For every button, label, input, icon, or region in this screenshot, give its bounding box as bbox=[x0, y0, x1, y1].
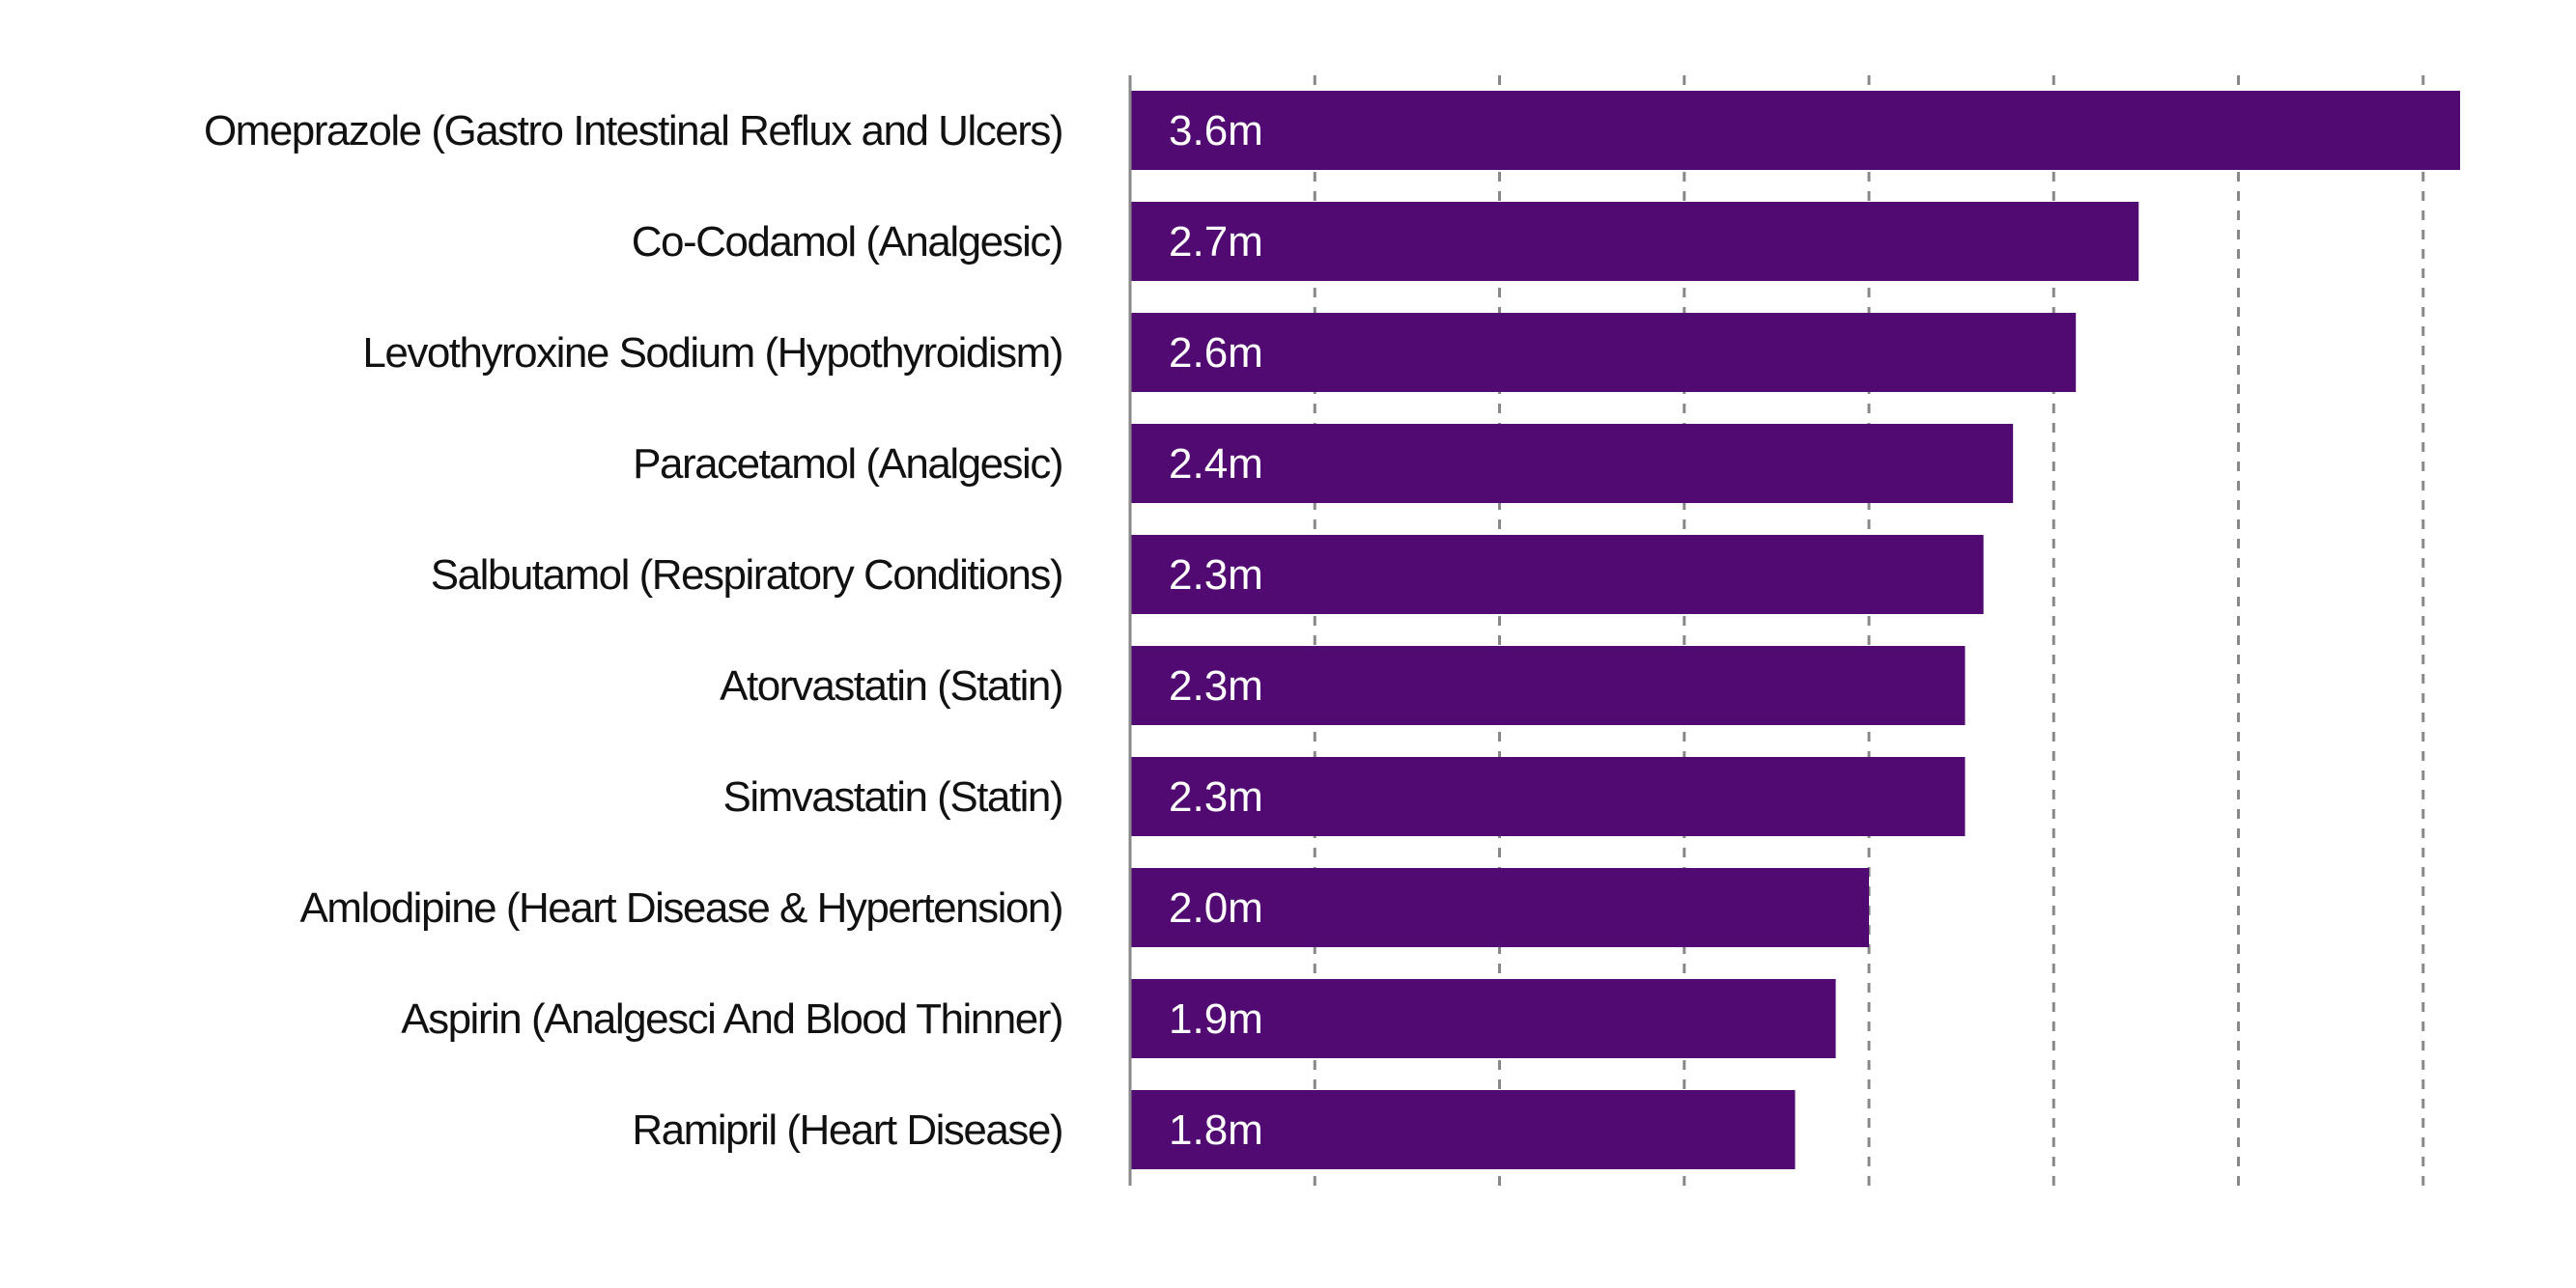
category-label: Salbutamol (Respiratory Conditions) bbox=[431, 551, 1062, 599]
bar bbox=[1130, 646, 1966, 725]
data-label: 1.8m bbox=[1169, 1106, 1263, 1154]
bar bbox=[1130, 868, 1869, 947]
bar bbox=[1130, 979, 1836, 1058]
bar bbox=[1130, 1090, 1796, 1169]
bar bbox=[1130, 202, 2139, 281]
data-label: 2.4m bbox=[1169, 440, 1263, 488]
bar bbox=[1130, 424, 2014, 503]
bar bbox=[1130, 535, 1984, 614]
category-label: Simvastatin (Statin) bbox=[723, 773, 1062, 821]
data-label: 2.0m bbox=[1169, 884, 1263, 932]
category-label: Omeprazole (Gastro Intestinal Reflux and… bbox=[204, 107, 1062, 154]
data-label: 2.3m bbox=[1169, 662, 1263, 710]
data-labels: 3.6m 2.7m 2.6m 2.4m 2.3m 2.3m 2.3m 2.0m 1.9m 1.8m bbox=[1169, 107, 1263, 1154]
category-label: Paracetamol (Analgesic) bbox=[633, 440, 1062, 488]
category-label: Ramipril (Heart Disease) bbox=[632, 1106, 1062, 1154]
data-label: 3.6m bbox=[1169, 107, 1263, 154]
category-label: Atorvastatin (Statin) bbox=[720, 662, 1062, 710]
data-label: 2.3m bbox=[1169, 773, 1263, 821]
data-label: 2.3m bbox=[1169, 551, 1263, 599]
data-label: 2.7m bbox=[1169, 218, 1263, 266]
bars bbox=[1130, 91, 2460, 1169]
category-labels: Omeprazole (Gastro Intestinal Reflux and… bbox=[204, 107, 1064, 1154]
bar bbox=[1130, 757, 1966, 836]
data-label: 1.9m bbox=[1169, 995, 1263, 1043]
category-label: Amlodipine (Heart Disease & Hypertension… bbox=[299, 884, 1062, 932]
category-label: Co-Codamol (Analgesic) bbox=[632, 218, 1062, 266]
bar bbox=[1130, 91, 2460, 170]
data-label: 2.6m bbox=[1169, 329, 1263, 377]
category-label: Aspirin (Analgesci And Blood Thinner) bbox=[401, 995, 1062, 1043]
bar bbox=[1130, 313, 2077, 392]
category-label: Levothyroxine Sodium (Hypothyroidism) bbox=[362, 329, 1062, 377]
